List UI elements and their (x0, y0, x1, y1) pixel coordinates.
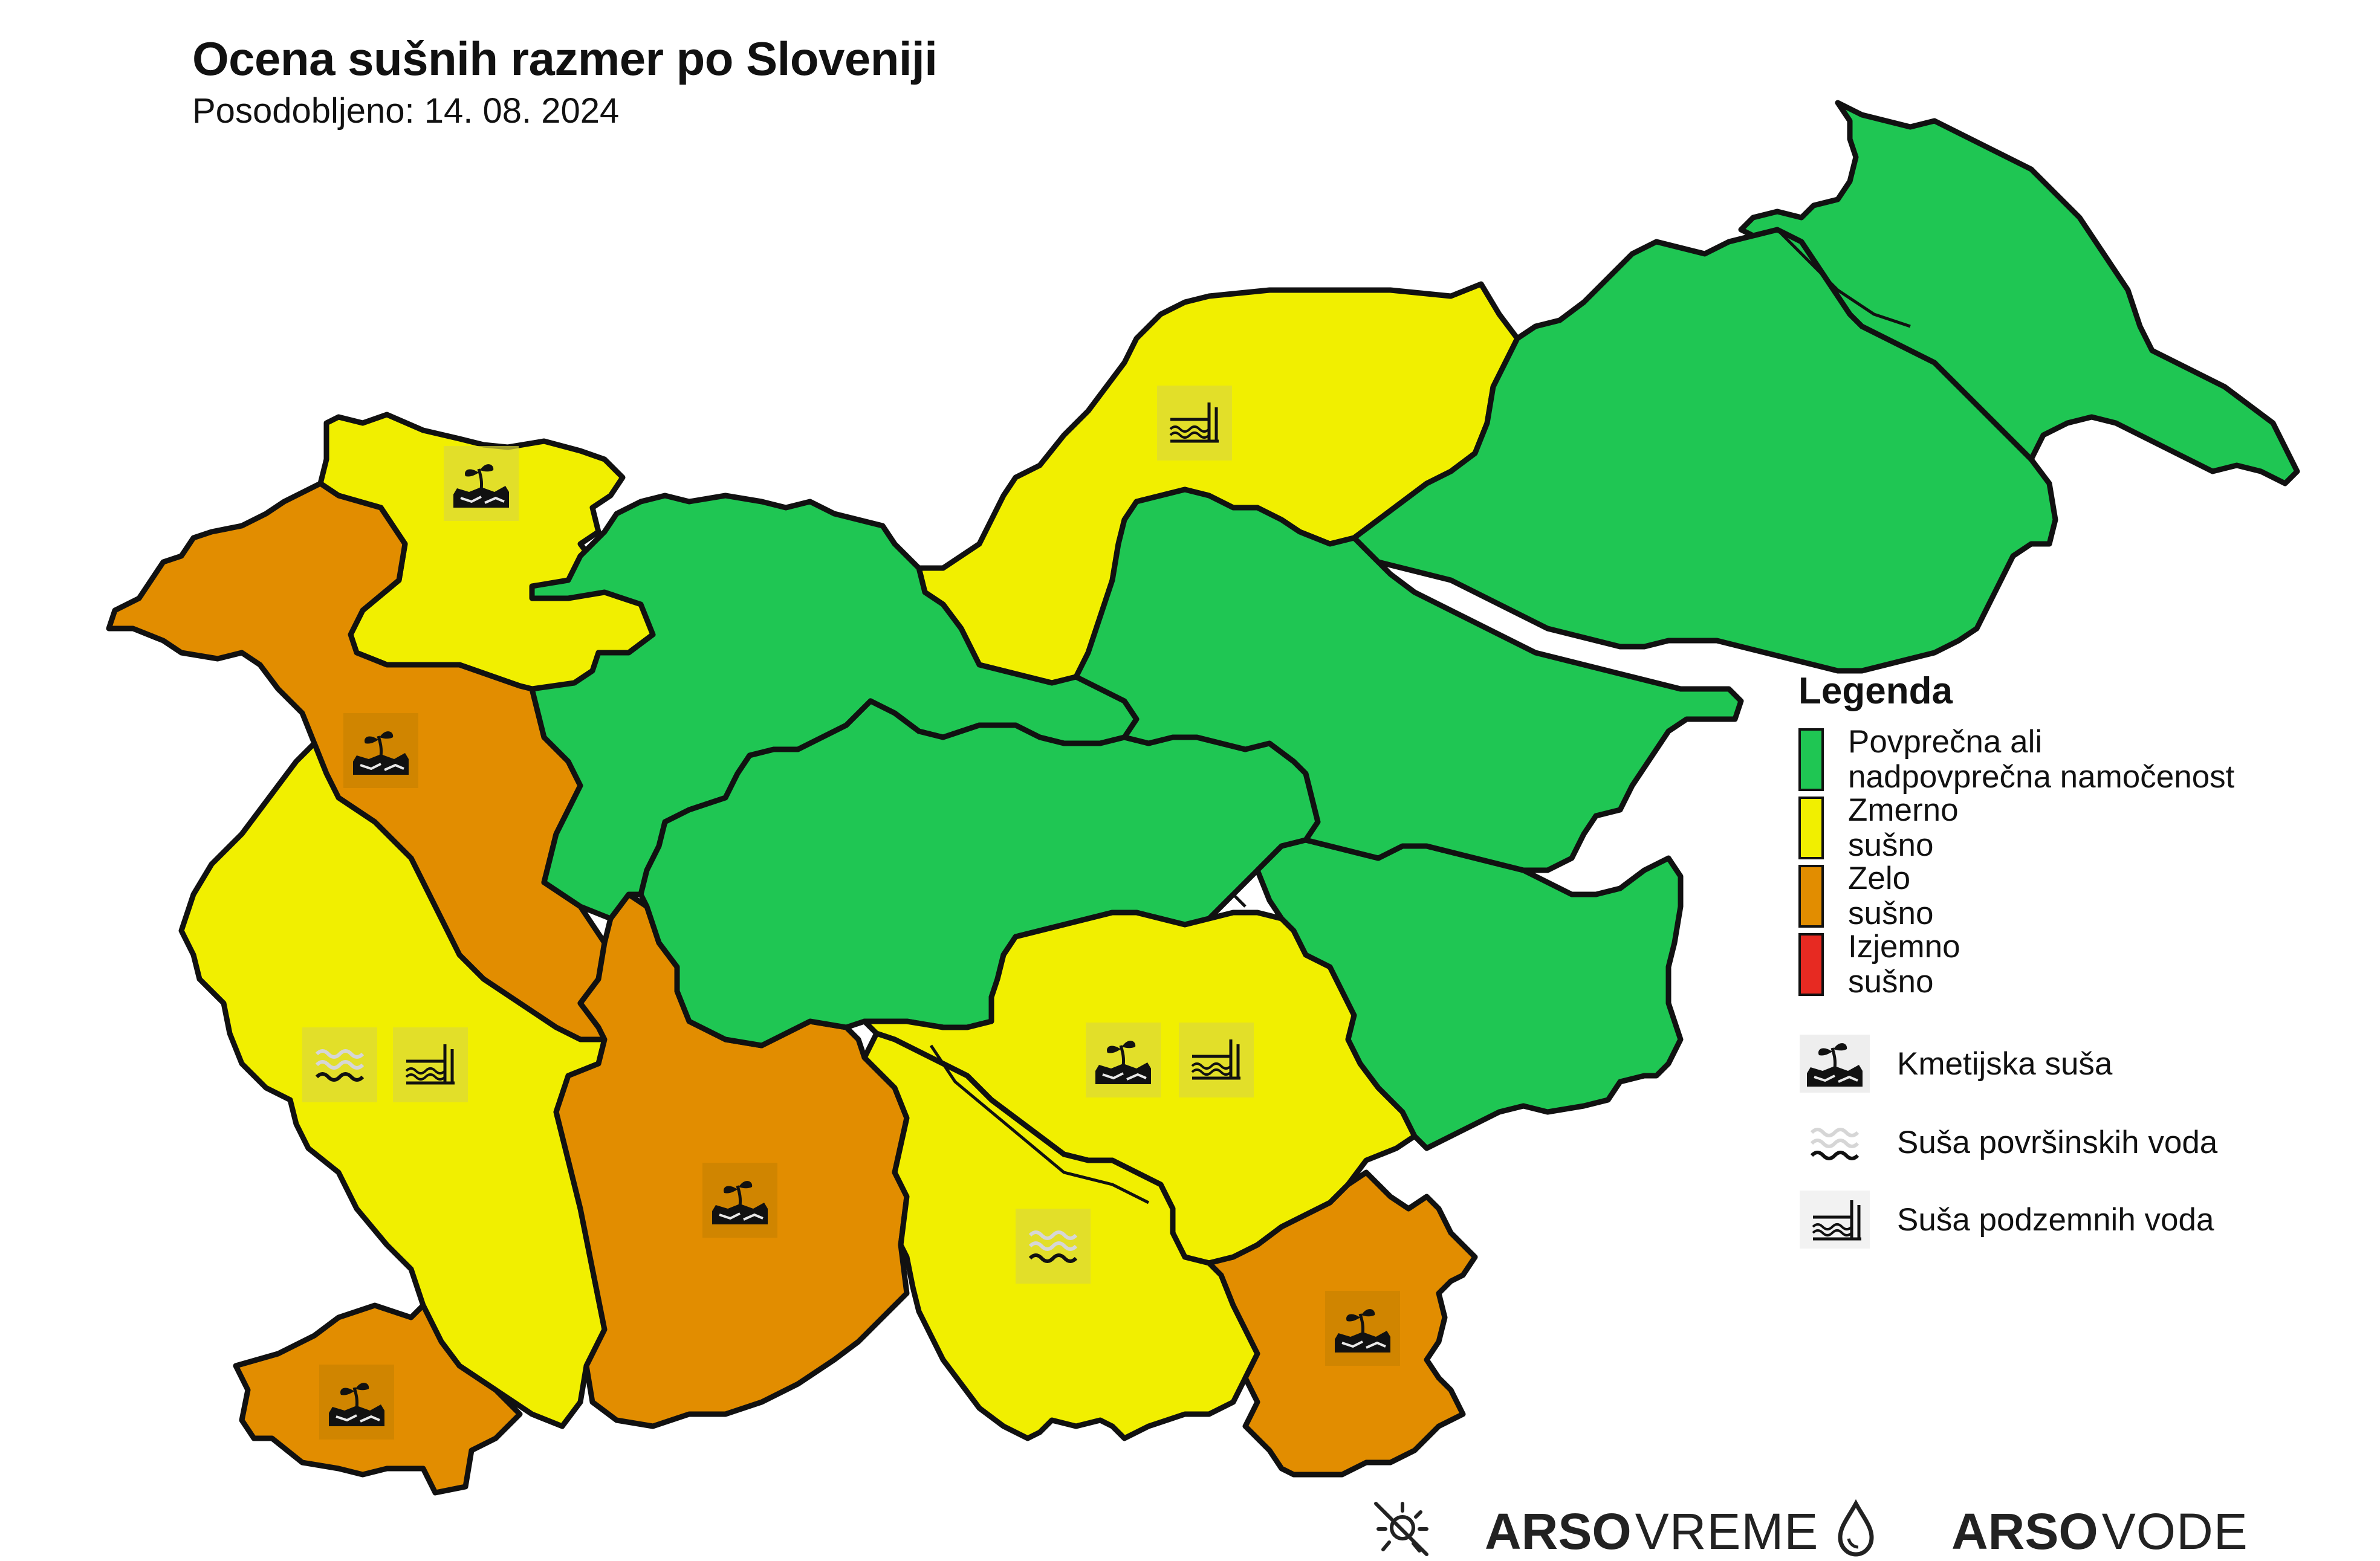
icon-notranjska (702, 1163, 777, 1238)
icon-obala (319, 1365, 394, 1440)
icon-posocje (343, 713, 418, 788)
icon-dolenjska-ground (1179, 1023, 1254, 1097)
legend-drought-type-label: Suša podzemnih voda (1897, 1202, 2214, 1238)
logo-bold-text: ARSO (1485, 1503, 1632, 1560)
legend-label-line1: Povprečna ali (1848, 724, 2043, 760)
inner-border-line (1776, 228, 1911, 328)
logo-light-text: VODE (2101, 1503, 2248, 1560)
logo-bold-text: ARSO (1951, 1503, 2098, 1560)
map-updated-date: Posodobljeno: 14. 08. 2024 (192, 91, 620, 131)
legend-drought-type-label: Kmetijska suša (1897, 1046, 2113, 1082)
inner-border-line (929, 1044, 1150, 1204)
legend-label-line1: Zelo (1848, 861, 1911, 896)
water-drop-icon (1838, 1499, 1874, 1557)
icon-goriska-surface (302, 1027, 377, 1102)
legend-label-line2: sušno (1848, 827, 1934, 863)
region-podravje (1351, 227, 2058, 674)
surface-water-drought-icon (1798, 1112, 1871, 1172)
legend-swatch-yellow (1798, 797, 1824, 859)
legend-swatch-green (1798, 728, 1824, 791)
agricultural-drought-icon (1800, 1035, 1870, 1093)
legend-label: Povprečna ali nadpovprečna namočenost (1848, 725, 2234, 795)
icon-koroska (1157, 386, 1232, 461)
icon-kocevsko (1016, 1209, 1091, 1284)
legend-label-line2: sušno (1848, 964, 1934, 1000)
arso-vode-logo: ARSOVODE (1951, 1502, 2248, 1561)
legend-label: Zmerno sušno (1848, 793, 1959, 863)
inner-border-line (1232, 893, 1247, 908)
region-pomurje (1738, 100, 2300, 486)
sun-icon (1374, 1502, 1428, 1556)
groundwater-drought-icon (1800, 1191, 1870, 1249)
icon-dolenjska-agri (1086, 1023, 1161, 1097)
legend-label: Zelo sušno (1848, 861, 1933, 931)
arso-vreme-logo: ARSOVREME (1485, 1502, 1818, 1561)
legend-label-line1: Zmerno (1848, 792, 1959, 828)
legend-swatch-orange (1798, 865, 1824, 928)
legend-label-line2: sušno (1848, 896, 1934, 931)
logo-light-text: VREME (1635, 1503, 1819, 1560)
legend-label-line2: nadpovprečna namočenost (1848, 759, 2235, 795)
icon-bela-krajina (1325, 1291, 1400, 1366)
legend-title: Legenda (1798, 670, 1953, 712)
legend-drought-type-label: Suša površinskih voda (1897, 1125, 2218, 1160)
icon-goriska-ground (393, 1027, 468, 1102)
legend-label: Izjemno sušno (1848, 929, 1960, 1000)
legend-swatch-red (1798, 933, 1824, 996)
icon-zgornja-gorenjska (444, 446, 519, 521)
legend-label-line1: Izjemno (1848, 929, 1960, 965)
map-title: Ocena sušnih razmer po Sloveniji (192, 32, 938, 85)
